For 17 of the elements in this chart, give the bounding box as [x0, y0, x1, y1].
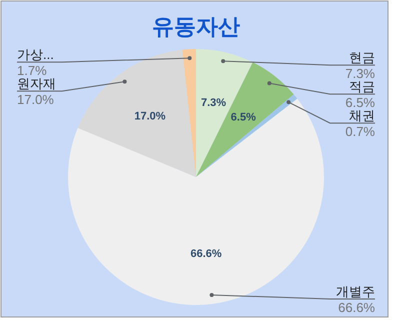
slice-label: 현금: [349, 50, 375, 66]
slice-label: 가상...: [17, 47, 54, 62]
slice-label: 원자재: [17, 76, 56, 92]
data-label: 1.7%: [17, 63, 48, 78]
data-label: 0.7%: [345, 124, 376, 140]
text: 66.6%: [338, 300, 375, 315]
text: 6.5%: [345, 95, 375, 110]
data-label: 17.0%: [134, 110, 166, 122]
text: 7.3%: [345, 66, 375, 82]
data-label: 66.6%: [190, 248, 222, 260]
slice-label: 개별주: [336, 284, 375, 299]
chart-title: 유동자산: [152, 14, 240, 39]
data-label: 6.5%: [230, 112, 256, 124]
slice-label: 적금: [349, 79, 375, 94]
data-label: 7.3%: [200, 97, 226, 110]
slice-label: 채권: [349, 108, 375, 124]
text: 17.0%: [17, 92, 54, 108]
